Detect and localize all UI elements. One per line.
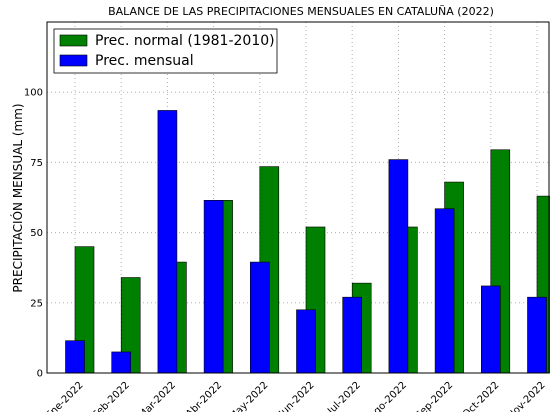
bar [342,296,363,374]
bar [527,296,547,374]
bar [203,200,224,374]
bar [250,261,270,374]
y-axis-label: PRECIPITACIÓN MENSUAL (mm) [10,103,25,292]
bar [480,285,501,374]
legend-box [53,28,278,74]
y-tick-label: 50 [30,228,43,239]
bar [111,351,131,374]
bar [65,340,85,374]
bar [296,309,316,374]
bar [388,159,409,374]
bar [434,208,455,374]
plot-area [47,22,550,374]
y-tick-label: 25 [30,298,43,309]
y-tick-label: 75 [30,158,43,169]
legend-swatch [59,54,88,67]
legend-label: Prec. normal (1981-2010) [95,33,275,49]
bar [157,110,178,374]
plot-frame [46,21,550,374]
y-tick-label: 100 [24,88,43,99]
legend-swatch [59,34,88,47]
chart-title: BALANCE DE LAS PRECIPITACIONES MENSUALES… [108,5,494,18]
legend-label: Prec. mensual [95,53,194,69]
y-tick-label: 0 [37,369,43,380]
